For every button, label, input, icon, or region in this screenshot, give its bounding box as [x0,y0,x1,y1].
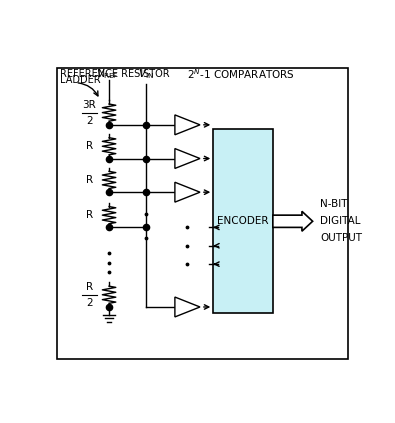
Text: R: R [86,282,93,292]
Text: 2: 2 [86,298,92,308]
Text: N-BIT: N-BIT [320,199,348,209]
Text: 3R: 3R [82,99,96,110]
Text: R: R [86,210,93,220]
Polygon shape [175,115,200,135]
Text: REFERENCE RESISTOR: REFERENCE RESISTOR [60,69,170,80]
Polygon shape [175,182,200,202]
FancyArrow shape [273,212,313,231]
Text: DIGITAL: DIGITAL [320,216,361,226]
Text: OUTPUT: OUTPUT [320,233,362,243]
Text: ENCODER: ENCODER [217,216,269,226]
Polygon shape [175,148,200,168]
Text: $V_{\mathrm{IN}}$: $V_{\mathrm{IN}}$ [138,67,154,81]
Polygon shape [175,297,200,317]
FancyArrowPatch shape [78,83,98,96]
Text: 2: 2 [86,115,92,126]
Text: LADDER: LADDER [60,75,101,85]
Text: R: R [86,141,93,151]
Text: R: R [86,175,93,185]
Text: $2^N$-1 COMPARATORS: $2^N$-1 COMPARATORS [187,67,295,81]
Bar [213,129,273,313]
Text: $V_{\mathrm{REF}}$: $V_{\mathrm{REF}}$ [96,67,119,81]
